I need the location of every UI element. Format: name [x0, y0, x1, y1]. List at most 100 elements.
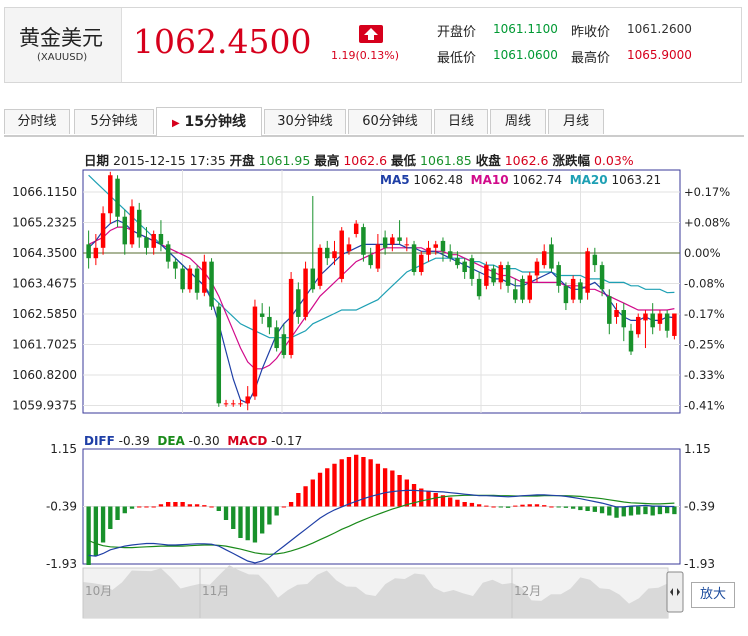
candle-body [433, 244, 438, 248]
candle-body [505, 265, 511, 286]
candle-body [599, 265, 605, 290]
macd-bar [621, 506, 626, 517]
macd-bar [664, 506, 670, 514]
macd-bar [86, 506, 91, 565]
candle-body [563, 285, 569, 304]
percent-axis-label: -0.08% [684, 277, 725, 291]
macd-axis-label-right: -1.93 [684, 557, 715, 571]
tab-weekly[interactable]: 周线 [490, 109, 546, 134]
tab-intraday[interactable]: 分时线 [4, 109, 70, 134]
candle-body [672, 313, 677, 336]
close-value: 1062.6 [504, 153, 549, 168]
candle-body [187, 268, 193, 290]
low-price-value: 1061.0600 [493, 48, 558, 62]
macd-bar [245, 506, 250, 541]
candle-body [440, 240, 446, 252]
price-axis-label: 1059.9375 [12, 399, 77, 413]
macd-bar [375, 463, 381, 507]
macd-value: -0.17 [271, 434, 303, 448]
high-price-value: 1065.9000 [627, 48, 692, 62]
candle-body [209, 261, 214, 307]
candle-body [100, 213, 106, 248]
candle-body [288, 278, 294, 355]
tab-daily[interactable]: 日线 [434, 109, 488, 134]
candle-body [375, 244, 381, 269]
candle-body [462, 261, 467, 273]
macd-bar [93, 506, 99, 556]
macd-bar [534, 504, 540, 507]
macd-bar [491, 506, 496, 508]
percent-axis-label: -0.17% [684, 307, 725, 321]
asset-name: 黄金美元 [19, 26, 103, 50]
macd-bar [144, 506, 149, 508]
navigator-month-label: 12月 [514, 584, 541, 598]
macd-bar [194, 504, 200, 507]
candle-body [419, 254, 424, 273]
ma-legend: MA5 1062.48 MA10 1062.74 MA20 1063.21 [380, 173, 661, 187]
tab-5min[interactable]: 5分钟线 [74, 109, 154, 134]
macd-bar [614, 506, 619, 518]
tab-30min[interactable]: 30分钟线 [264, 109, 346, 134]
candle-body [607, 296, 612, 324]
macd-bar [419, 488, 424, 507]
macd-bar [672, 506, 677, 515]
date-label: 日期 [84, 153, 110, 168]
macd-bar [636, 506, 641, 515]
tab-15min[interactable]: ▶ 15分钟线 [156, 107, 262, 136]
macd-bar [325, 468, 330, 507]
macd-bar [202, 505, 207, 507]
macd-bar [151, 506, 156, 508]
macd-bar [650, 506, 655, 516]
macd-bar [563, 506, 569, 508]
macd-bar [411, 484, 417, 507]
candle-info-line: 日期 2015-12-15 17:35 开盘 1061.95 最高 1062.6… [84, 150, 634, 169]
macd-axis-label-right: 1.15 [684, 442, 711, 456]
open-value: 1061.95 [258, 153, 311, 168]
ma20-label: MA20 [569, 173, 608, 187]
macd-bar [231, 506, 236, 529]
ma5-value: 1062.48 [413, 173, 464, 187]
tab-monthly[interactable]: 月线 [548, 109, 604, 134]
last-price: 1062.4500 [133, 22, 312, 61]
zoom-in-button[interactable]: 放大 [691, 582, 735, 608]
macd-axis-label-left: -0.39 [46, 500, 77, 514]
percent-axis-label: -0.33% [684, 368, 725, 382]
ma10-value: 1062.74 [512, 173, 563, 187]
macd-axis-label-left: -1.93 [46, 557, 77, 571]
candle-body [310, 268, 316, 290]
candle-body [353, 223, 359, 234]
date-value: 2015-12-15 17:35 [113, 153, 226, 168]
macd-bar [462, 502, 467, 507]
navigator-month-label: 11月 [202, 584, 229, 598]
macd-bar [137, 506, 142, 508]
macd-bar [339, 459, 344, 507]
candle-body [556, 265, 561, 286]
candle-body [469, 258, 475, 279]
macd-bar [122, 506, 127, 514]
candle-body [122, 216, 128, 245]
candle-body [491, 268, 496, 283]
macd-bar [158, 504, 164, 507]
candle-body [129, 206, 135, 245]
tab-60min[interactable]: 60分钟线 [348, 109, 432, 134]
macd-bar [505, 506, 511, 508]
up-arrow-icon [359, 25, 383, 43]
macd-bar [382, 468, 388, 507]
macd-bar [252, 506, 258, 543]
candle-body [136, 209, 142, 238]
macd-bar [520, 504, 525, 507]
candle-body [578, 282, 583, 300]
candle-body [238, 403, 243, 405]
high-label: 最高 [314, 153, 340, 168]
macd-bar [216, 506, 221, 511]
macd-bar [440, 495, 446, 507]
macd-bar [260, 506, 265, 534]
percent-axis-label: +0.17% [684, 185, 730, 199]
navigator-area [83, 565, 668, 618]
candle-body [194, 268, 200, 293]
diff-line [88, 489, 675, 564]
macd-bar [187, 504, 193, 507]
candle-body [657, 313, 663, 324]
price-axis-label: 1066.1150 [12, 185, 77, 199]
navigator-handle[interactable] [666, 571, 684, 613]
